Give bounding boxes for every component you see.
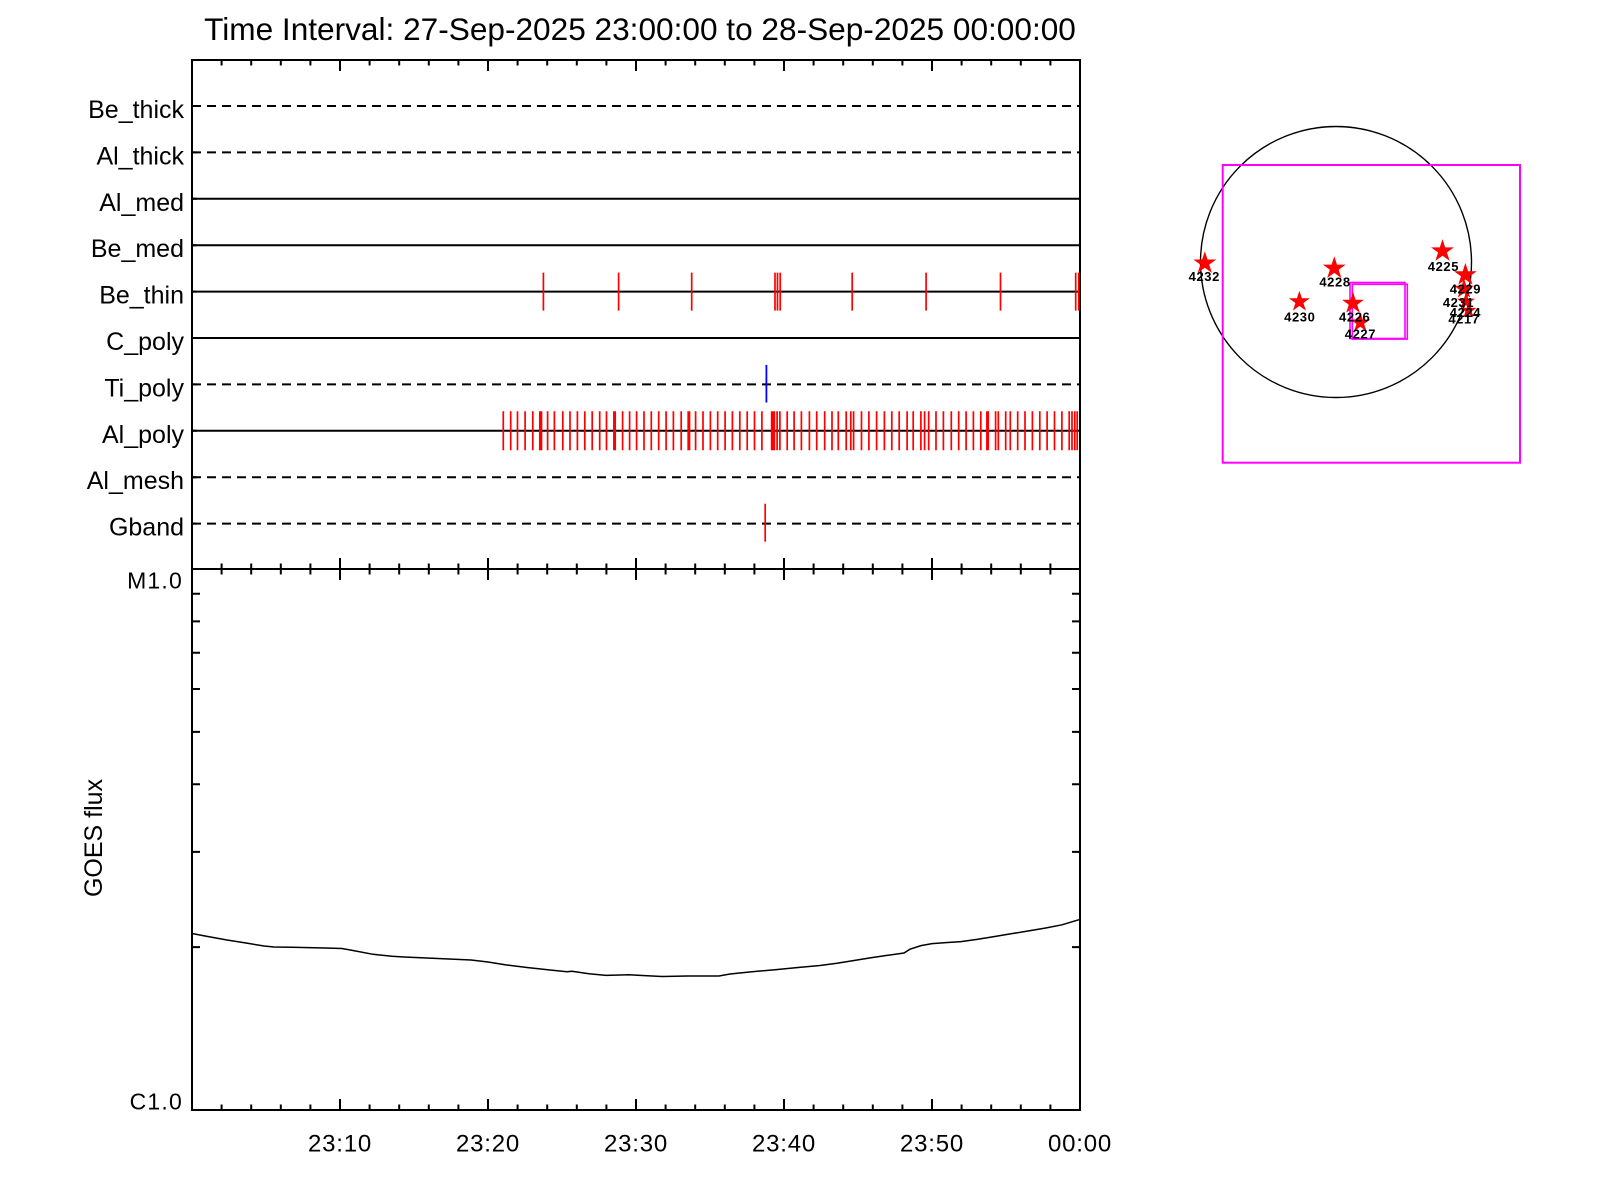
svg-text:23:10: 23:10	[308, 1131, 372, 1158]
svg-text:GOES flux: GOES flux	[80, 778, 108, 897]
svg-text:23:40: 23:40	[752, 1131, 816, 1158]
svg-text:4226: 4226	[1339, 309, 1370, 324]
svg-text:23:50: 23:50	[900, 1131, 964, 1158]
svg-text:Be_thick: Be_thick	[88, 96, 184, 124]
svg-text:23:30: 23:30	[604, 1131, 668, 1158]
svg-text:4231: 4231	[1443, 295, 1474, 310]
svg-text:23:20: 23:20	[456, 1131, 520, 1158]
svg-text:C_poly: C_poly	[106, 328, 184, 356]
svg-text:4230: 4230	[1284, 310, 1315, 325]
svg-text:Al_poly: Al_poly	[102, 421, 184, 449]
svg-text:Al_mesh: Al_mesh	[87, 467, 184, 495]
svg-text:Gband: Gband	[109, 514, 184, 542]
svg-text:Be_thin: Be_thin	[99, 282, 184, 310]
svg-text:4232: 4232	[1189, 269, 1220, 284]
svg-text:Ti_poly: Ti_poly	[104, 374, 184, 402]
svg-text:C1.0: C1.0	[130, 1089, 183, 1115]
svg-text:4224: 4224	[1450, 305, 1481, 320]
svg-text:4228: 4228	[1319, 275, 1350, 290]
svg-text:4229: 4229	[1450, 281, 1481, 296]
svg-text:M1.0: M1.0	[127, 568, 183, 594]
svg-text:Al_thick: Al_thick	[96, 142, 184, 170]
svg-text:Be_med: Be_med	[91, 235, 184, 263]
svg-text:4227: 4227	[1345, 327, 1376, 342]
svg-text:Time Interval: 27-Sep-2025 23:: Time Interval: 27-Sep-2025 23:00:00 to 2…	[204, 11, 1076, 47]
svg-text:4225: 4225	[1428, 259, 1459, 274]
svg-text:4217: 4217	[1448, 312, 1479, 327]
svg-text:Al_med: Al_med	[99, 189, 184, 217]
svg-text:00:00: 00:00	[1048, 1131, 1112, 1158]
